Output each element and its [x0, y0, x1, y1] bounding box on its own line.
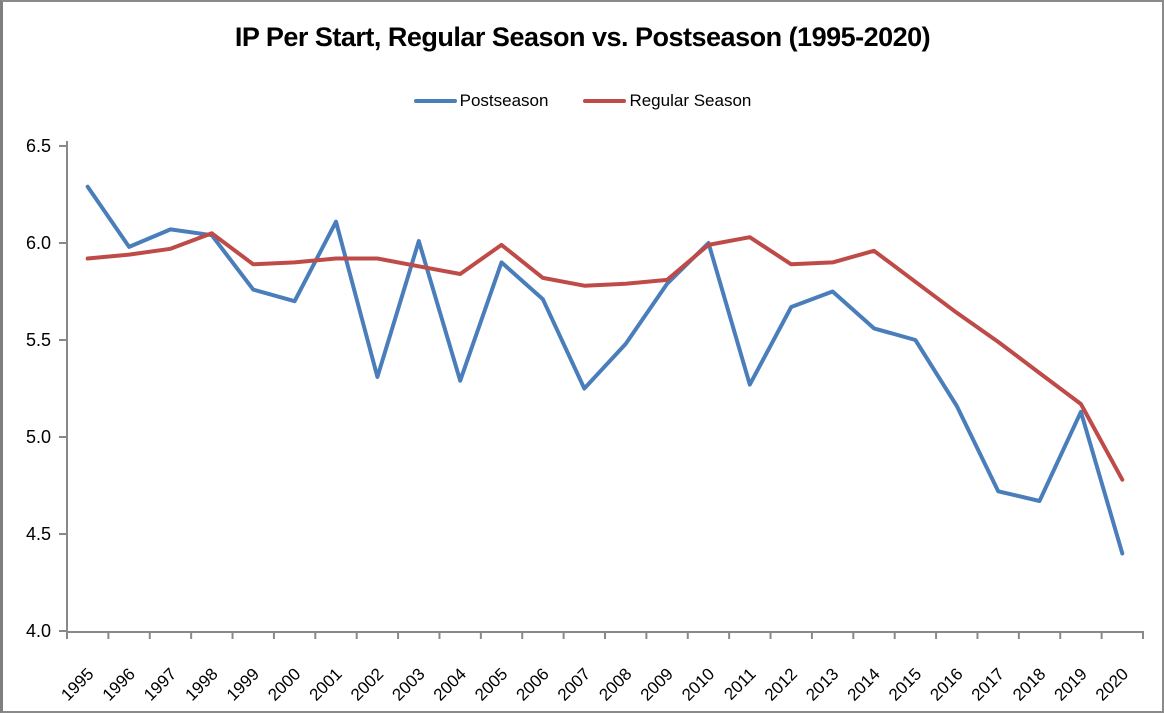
x-axis-tick-label: 2003 [388, 664, 428, 704]
y-axis-tick-label: 4.0 [26, 621, 51, 641]
x-axis-tick-label: 2018 [1009, 664, 1049, 704]
x-axis-tick-label: 2001 [306, 664, 346, 704]
x-axis-tick-label: 2013 [802, 664, 842, 704]
legend-label-regular-season: Regular Season [629, 91, 752, 110]
x-axis-tick-label: 2004 [430, 664, 470, 704]
x-axis-tick-label: 2020 [1092, 664, 1132, 704]
x-axis-tick-label: 2012 [761, 664, 801, 704]
chart-title: IP Per Start, Regular Season vs. Postsea… [234, 22, 931, 52]
x-axis-tick-label: 2002 [347, 664, 387, 704]
x-axis-tick-label: 2000 [264, 664, 304, 704]
x-axis-tick-label: 2016 [926, 664, 966, 704]
chart-legend: Postseason Regular Season [3, 91, 1162, 111]
x-axis-tick-label: 2006 [513, 664, 553, 704]
x-axis-tick-label: 1999 [223, 664, 263, 704]
y-axis-tick-label: 5.5 [26, 330, 51, 350]
x-axis-tick-label: 1995 [57, 664, 97, 704]
series-line-postseason [85, 184, 1125, 556]
x-axis-tick-label: 2014 [844, 664, 884, 704]
x-axis-tick-label: 2007 [554, 664, 594, 704]
legend-item-postseason: Postseason [413, 91, 549, 111]
y-axis-tick-label: 6.5 [26, 136, 51, 156]
y-axis-tick-label: 4.5 [26, 524, 51, 544]
x-axis-tick-label: 2010 [678, 664, 718, 704]
legend-item-regular-season: Regular Season [583, 91, 751, 111]
x-axis-tick-label: 1998 [181, 664, 221, 704]
legend-swatch-regular-season [583, 99, 627, 103]
x-axis-tick-label: 2017 [968, 664, 1008, 704]
y-axis-tick-label: 5.0 [26, 427, 51, 447]
x-axis-tick-label: 2009 [637, 664, 677, 704]
series-line-regular-season [85, 231, 1125, 482]
x-axis-tick-label: 1996 [99, 664, 139, 704]
x-axis-tick-label: 2008 [595, 664, 635, 704]
x-axis-tick-label: 2011 [720, 664, 759, 703]
x-axis-tick-label: 2015 [885, 664, 925, 704]
y-axis-tick-label: 6.0 [26, 233, 51, 253]
legend-swatch-postseason [413, 99, 457, 103]
x-axis-tick-label: 2019 [1051, 664, 1091, 704]
x-axis-tick-label: 1997 [140, 664, 180, 704]
legend-label-postseason: Postseason [459, 91, 549, 110]
x-axis-tick-label: 2005 [471, 664, 511, 704]
